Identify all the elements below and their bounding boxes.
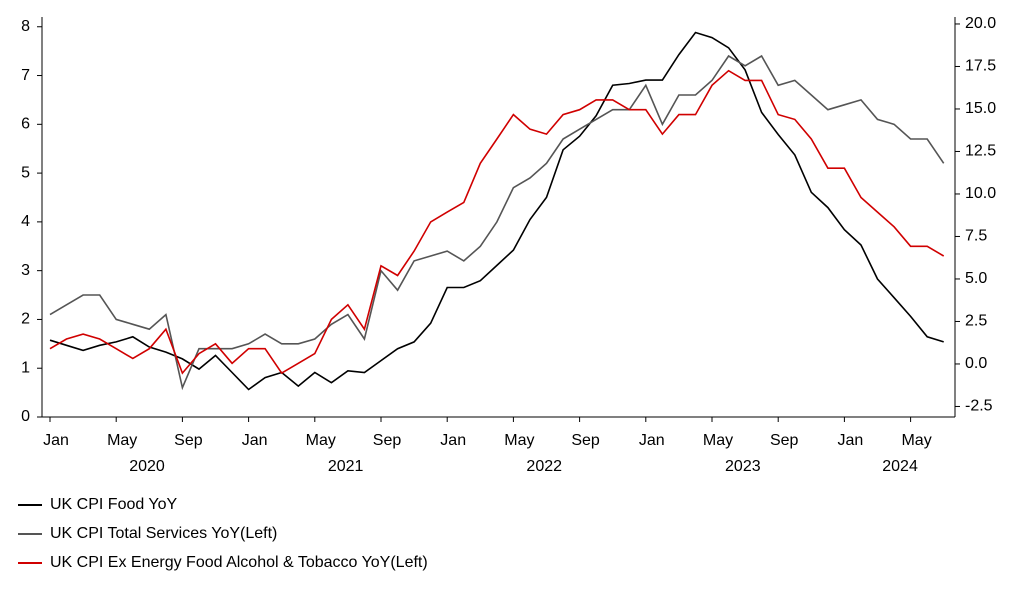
x-tick-label: Jan — [639, 432, 665, 449]
x-tick-label: May — [703, 432, 733, 449]
x-tick-label: Jan — [838, 432, 864, 449]
y2-tick-label: 5.0 — [965, 270, 987, 287]
y2-tick-label: 17.5 — [965, 58, 996, 75]
x-tick-label: Sep — [571, 432, 600, 449]
y2-tick-label: 7.5 — [965, 228, 987, 245]
x-tick-label: Sep — [770, 432, 799, 449]
y-tick-label: 6 — [21, 116, 30, 133]
series-line — [49, 54, 945, 391]
y-tick-label: 3 — [21, 262, 30, 279]
year-label: 2024 — [882, 458, 918, 475]
y-tick-label: 8 — [21, 18, 30, 35]
year-label: 2023 — [725, 458, 761, 475]
year-label: 2021 — [328, 458, 364, 475]
y-tick-label: 7 — [21, 67, 30, 84]
x-tick-label: Sep — [373, 432, 402, 449]
y-tick-label: 2 — [21, 311, 30, 328]
y-tick-label: 4 — [21, 213, 30, 230]
y-tick-label: 5 — [21, 164, 30, 181]
series-line — [49, 31, 944, 391]
x-tick-label: May — [901, 432, 931, 449]
y2-tick-label: 12.5 — [965, 143, 996, 160]
y-tick-label: 0 — [21, 408, 30, 425]
x-tick-label: May — [306, 432, 336, 449]
y2-tick-label: -2.5 — [965, 398, 993, 415]
year-label: 2020 — [129, 458, 165, 475]
y2-tick-label: 10.0 — [965, 185, 996, 202]
y2-tick-label: 0.0 — [965, 355, 987, 372]
x-tick-label: May — [504, 432, 534, 449]
y2-tick-label: 2.5 — [965, 313, 987, 330]
x-tick-label: Jan — [242, 432, 268, 449]
legend-label: UK CPI Food YoY — [50, 496, 178, 513]
x-tick-label: Jan — [440, 432, 466, 449]
legend-label: UK CPI Total Services YoY(Left) — [50, 525, 277, 542]
x-tick-label: Jan — [43, 432, 69, 449]
y2-tick-label: 15.0 — [965, 100, 996, 117]
x-tick-label: May — [107, 432, 137, 449]
legend-label: UK CPI Ex Energy Food Alcohol & Tobacco … — [50, 554, 428, 571]
year-label: 2022 — [526, 458, 562, 475]
y-tick-label: 1 — [21, 359, 30, 376]
y2-tick-label: 20.0 — [965, 15, 996, 32]
series-line — [49, 69, 945, 375]
x-tick-label: Sep — [174, 432, 203, 449]
